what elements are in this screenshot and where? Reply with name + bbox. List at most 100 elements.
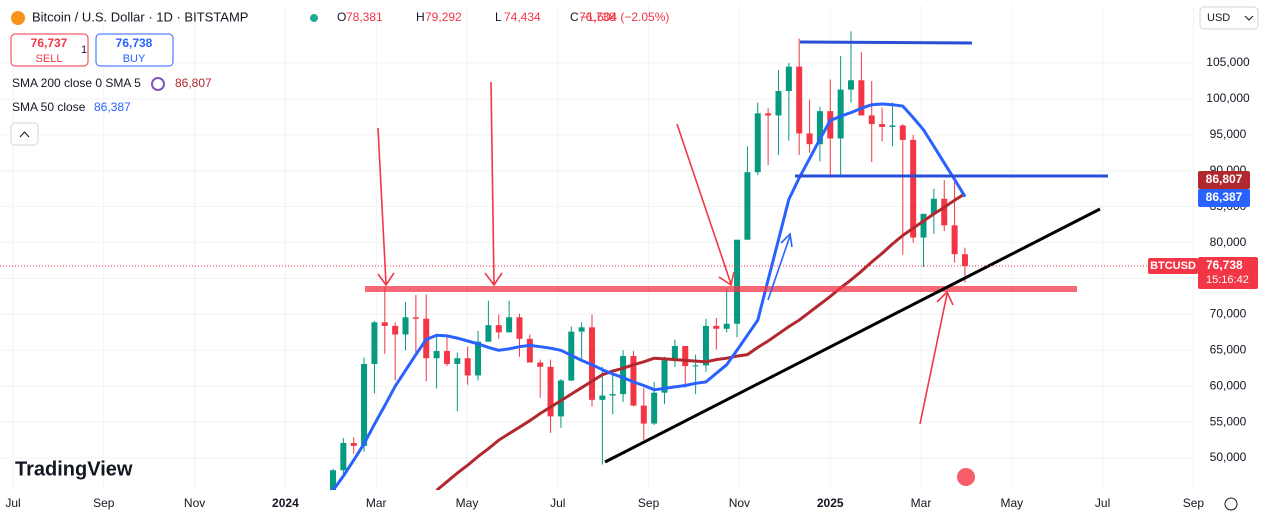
price-tag bbox=[1198, 257, 1258, 290]
candle-body bbox=[330, 470, 336, 490]
candle-body bbox=[775, 91, 782, 116]
buy-price: 76,738 bbox=[116, 36, 153, 50]
candle-body bbox=[765, 113, 772, 116]
candle-body bbox=[723, 323, 730, 329]
y-tick-label: 95,000 bbox=[1210, 127, 1247, 141]
ohlc-value: 74,434 bbox=[504, 10, 541, 24]
ohlc-label: O bbox=[337, 10, 346, 24]
candle-body bbox=[961, 254, 968, 267]
ohlc-value: 76,738 bbox=[579, 10, 616, 24]
watermark: TradingView bbox=[15, 458, 133, 480]
buy-label: BUY bbox=[123, 53, 146, 65]
countdown: 15:16:42 bbox=[1206, 274, 1249, 286]
resistance-line bbox=[799, 40, 973, 45]
candle-body bbox=[910, 139, 917, 238]
price-tag bbox=[1198, 189, 1250, 207]
indicator-value: 86,387 bbox=[94, 100, 131, 114]
candle-body bbox=[433, 351, 440, 359]
candle-body bbox=[392, 325, 399, 335]
candle-body bbox=[702, 325, 709, 366]
x-tick-label: Nov bbox=[729, 496, 750, 510]
y-tick-label: 50,000 bbox=[1210, 450, 1247, 464]
candle-body bbox=[837, 89, 844, 139]
price-tag-label: 76,738 bbox=[1206, 258, 1243, 272]
collapse-button[interactable] bbox=[10, 122, 39, 146]
symbol-tag bbox=[1148, 258, 1198, 275]
sma-line bbox=[435, 192, 966, 490]
candle-body bbox=[464, 358, 471, 376]
ohlc-label: L bbox=[495, 10, 502, 24]
candle-body bbox=[651, 392, 658, 424]
candle-body bbox=[785, 66, 792, 92]
x-tick-label: Mar bbox=[366, 496, 387, 510]
candle-body bbox=[744, 172, 751, 240]
candle-body bbox=[930, 198, 937, 214]
candle-body bbox=[713, 325, 720, 329]
candle-body bbox=[381, 322, 388, 326]
x-tick-label: Jul bbox=[550, 496, 565, 510]
candle-body bbox=[506, 317, 513, 333]
candle-body bbox=[350, 442, 357, 446]
trend-line bbox=[604, 207, 1101, 464]
candle-body bbox=[951, 225, 958, 255]
candle-body bbox=[734, 239, 741, 324]
candle-body bbox=[879, 124, 886, 127]
collapse-icon bbox=[19, 131, 30, 138]
ohlc-label: H bbox=[416, 10, 425, 24]
x-tick-label: May bbox=[456, 496, 479, 510]
candle-body bbox=[599, 395, 606, 400]
candle-body bbox=[796, 66, 803, 134]
y-tick-label: 80,000 bbox=[1210, 235, 1247, 249]
arrows bbox=[377, 81, 954, 425]
x-tick-label: Sep bbox=[93, 496, 115, 510]
indicator-name: SMA 200 close 0 SMA 5 bbox=[12, 76, 141, 90]
sell-price: 76,737 bbox=[31, 36, 68, 50]
event-flag[interactable] bbox=[957, 468, 975, 486]
candle-body bbox=[806, 133, 813, 145]
candle-body bbox=[920, 213, 927, 238]
candle-body bbox=[340, 442, 347, 471]
support-band bbox=[365, 286, 1077, 292]
candle-body bbox=[371, 322, 378, 364]
candle-body bbox=[754, 113, 761, 173]
candle-body bbox=[682, 346, 689, 367]
ohlc-value: 78,381 bbox=[346, 10, 383, 24]
candle-body bbox=[485, 325, 492, 342]
price-tag-label: 86,387 bbox=[1206, 190, 1243, 204]
candle-body bbox=[827, 111, 834, 139]
candle-body bbox=[537, 362, 544, 367]
candle-body bbox=[692, 365, 699, 367]
candle-body bbox=[661, 360, 668, 393]
drawings bbox=[365, 40, 1108, 464]
currency-select[interactable] bbox=[1199, 6, 1259, 30]
y-tick-label: 100,000 bbox=[1206, 91, 1250, 105]
price-tag-label: 86,807 bbox=[1206, 172, 1243, 186]
ohlc-label: C bbox=[570, 10, 579, 24]
buy-button[interactable] bbox=[95, 33, 174, 67]
change: −1,604 (−2.05%) bbox=[580, 10, 669, 24]
candle-body bbox=[361, 363, 368, 446]
symbol: Bitcoin / U.S. Dollar · 1D · BITSTAMP bbox=[32, 9, 248, 24]
settings-icon[interactable] bbox=[1224, 497, 1238, 511]
y-tick-label: 105,000 bbox=[1206, 55, 1250, 69]
x-tick-label: Jul bbox=[1095, 496, 1110, 510]
y-tick-label: 65,000 bbox=[1210, 342, 1247, 356]
candle-body bbox=[547, 366, 554, 417]
candle-body bbox=[578, 327, 585, 332]
x-tick-label: Sep bbox=[1183, 496, 1205, 510]
grid bbox=[0, 5, 1195, 490]
sell-button[interactable] bbox=[10, 33, 89, 67]
y-tick-label: 55,000 bbox=[1210, 414, 1247, 428]
x-tick-label: Nov bbox=[184, 496, 205, 510]
up-arrow bbox=[767, 232, 793, 301]
x-tick-label: Sep bbox=[638, 496, 660, 510]
ohlc: O 78,381 H 79,292 L 74,434 C 76,738 bbox=[337, 10, 616, 24]
candle-body bbox=[899, 125, 906, 140]
candle-body bbox=[454, 358, 461, 364]
dropdown-icon bbox=[1244, 15, 1254, 21]
candle-body bbox=[941, 198, 948, 226]
candle-body bbox=[557, 380, 564, 417]
x-tick-label: 2024 bbox=[272, 496, 299, 510]
ohlc-value: 79,292 bbox=[425, 10, 462, 24]
